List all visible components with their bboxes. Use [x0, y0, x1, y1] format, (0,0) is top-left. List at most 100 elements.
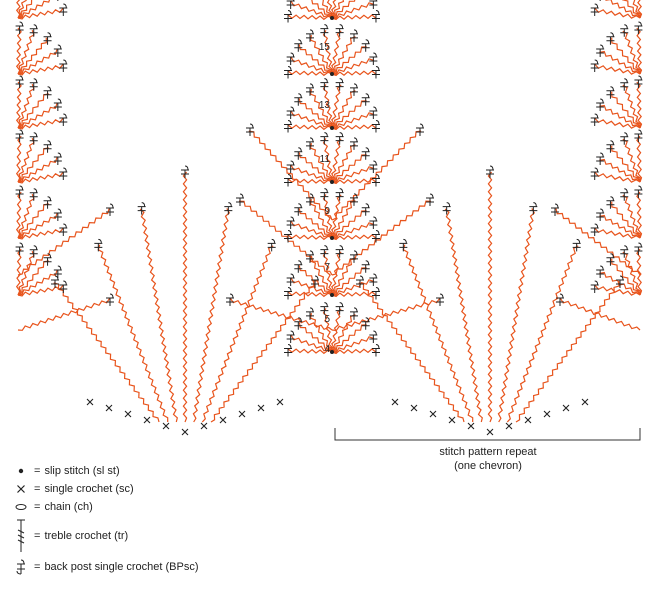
bpsc-mark: [335, 245, 344, 258]
treble-strand: [287, 14, 333, 21]
bpsc-mark: [284, 229, 293, 243]
sc-mark: [105, 404, 113, 412]
treble-strand: [636, 27, 643, 75]
treble-strand: [636, 135, 643, 183]
bpsc-mark: [320, 245, 329, 258]
treble-strand: [331, 0, 356, 19]
treble-strand: [331, 154, 367, 183]
treble-strand: [594, 7, 641, 19]
bpsc-mark: [634, 129, 643, 143]
treble-strand: [611, 201, 641, 239]
treble-strand: [622, 84, 641, 129]
bpsc-mark: [320, 24, 329, 37]
treble-strand: [636, 191, 643, 239]
treble-strand: [17, 228, 64, 240]
sc-mark: [562, 404, 570, 412]
bpsc-mark: [590, 223, 599, 237]
bpsc-mark: [294, 260, 303, 273]
treble-strand: [248, 130, 333, 221]
bpsc-mark: [284, 9, 293, 23]
bpsc-mark: [306, 83, 314, 96]
bpsc-mark: [335, 302, 344, 315]
chain-icon: [10, 502, 32, 512]
treble-strand: [331, 298, 441, 332]
sc-mark: [124, 410, 132, 418]
bpsc-mark: [596, 98, 605, 111]
treble-strand: [358, 282, 465, 423]
bpsc-mark: [267, 238, 276, 252]
treble-strand: [636, 248, 643, 296]
treble-strand: [331, 336, 375, 353]
slip-stitch-mark: [330, 236, 334, 240]
treble-strand: [322, 251, 334, 296]
bpsc-mark: [286, 106, 295, 119]
treble-strand: [309, 256, 333, 296]
bpsc-mark: [59, 59, 68, 73]
legend-item-chain: = chain (ch): [10, 498, 199, 516]
sc-mark: [429, 410, 437, 418]
treble-strand: [611, 91, 641, 129]
bpsc-mark: [335, 78, 344, 91]
treble-strand: [331, 0, 337, 19]
treble-strand: [331, 124, 377, 131]
bpsc-mark: [311, 275, 319, 288]
bpsc-mark: [486, 165, 494, 178]
treble-strand: [15, 248, 22, 296]
treble-strand: [331, 90, 356, 129]
stitch-marks: [15, 0, 643, 436]
bpsc-mark: [320, 302, 329, 315]
bpsc-mark: [620, 188, 629, 201]
treble-strand: [15, 27, 22, 75]
treble-strand: [331, 324, 367, 353]
treble-strand: [201, 245, 274, 423]
bpsc-mark: [294, 317, 303, 330]
treble-strand: [17, 270, 58, 296]
bpsc-mark: [620, 245, 629, 258]
bpsc-mark: [53, 98, 62, 111]
row-number: 9: [324, 206, 330, 217]
treble-strand: [331, 58, 375, 75]
bpsc-mark: [286, 52, 295, 65]
treble-strand: [17, 64, 64, 76]
bpsc-mark: [356, 275, 364, 288]
sc-mark: [257, 404, 265, 412]
bpsc-mark: [284, 286, 293, 300]
legend: = slip stitch (sl st) = single crochet (…: [10, 462, 199, 578]
treble-strand: [290, 57, 333, 75]
bpsc-mark: [43, 196, 52, 209]
legend-label-bpsc: back post single crochet (BPsc): [44, 561, 199, 573]
treble-strand: [17, 172, 64, 184]
sc-mark: [467, 422, 475, 430]
bpsc-mark: [286, 330, 295, 343]
treble-strand: [309, 35, 333, 75]
treble-strand: [515, 280, 620, 423]
bpsc-mark: [137, 202, 146, 215]
treble-strand: [636, 81, 643, 129]
treble-strand: [497, 208, 536, 423]
sc-mark: [238, 410, 246, 418]
sc-mark: [181, 428, 189, 436]
bpsc-mark: [59, 280, 68, 294]
legend-item-slip-stitch: = slip stitch (sl st): [10, 462, 199, 480]
sc-mark: [143, 416, 151, 424]
bpsc-mark: [361, 93, 370, 106]
bpsc-mark: [371, 286, 380, 300]
treble-strand: [331, 130, 422, 221]
bpsc-mark: [634, 21, 643, 35]
slip-stitch-mark: [330, 293, 334, 297]
bpsc-mark: [224, 202, 233, 215]
bpsc-mark: [371, 9, 380, 23]
sc-mark: [86, 398, 94, 406]
slip-stitch-icon: [10, 466, 32, 476]
slip-stitch-mark: [330, 180, 334, 184]
treble-strand: [331, 112, 375, 129]
bpsc-mark: [350, 307, 358, 320]
bpsc-mark: [620, 24, 629, 37]
bpsc-mark: [551, 203, 559, 216]
row-number: 5: [324, 314, 330, 325]
bpsc-mark: [181, 165, 189, 178]
treble-strand: [331, 36, 356, 75]
treble-strand: [287, 291, 333, 298]
legend-label-single-crochet: single crochet (sc): [44, 483, 134, 495]
treble-strand: [331, 348, 377, 355]
